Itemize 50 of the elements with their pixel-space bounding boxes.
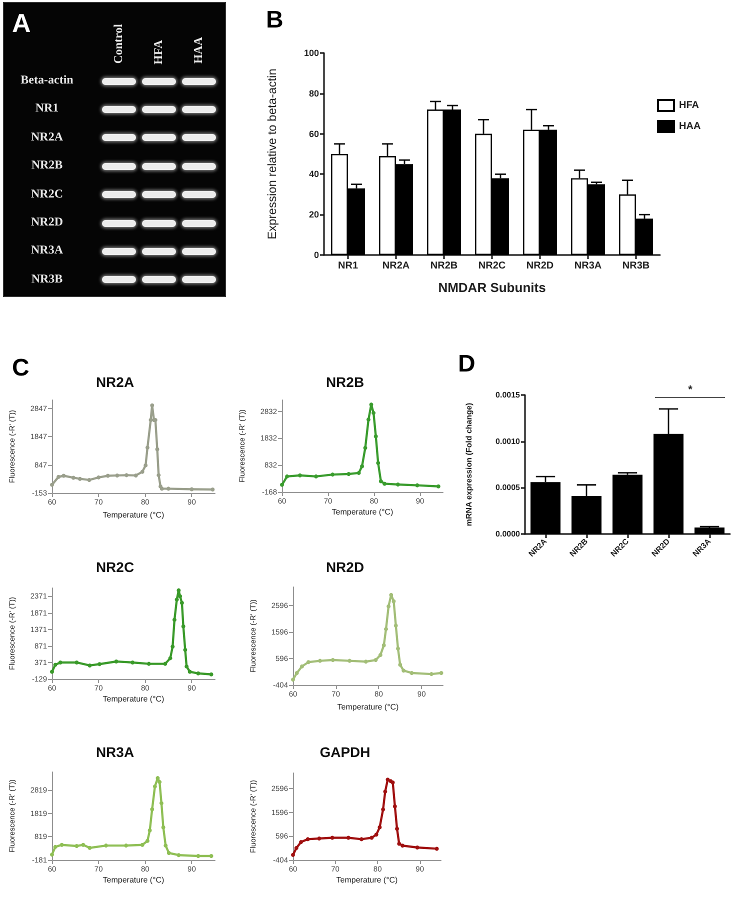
chart-title: NR2C — [96, 559, 134, 575]
x-tick-label: NR2B — [430, 260, 458, 272]
x-axis-title: Temperature (°C) — [332, 508, 394, 516]
text: C — [12, 354, 30, 382]
y-axis-title: mRNA expression (Fold change) — [464, 402, 474, 526]
y-tick-label: 0.0015 — [496, 390, 521, 400]
chart-title: NR3A — [96, 744, 134, 760]
x-axis-title: Temperature (°C) — [102, 876, 165, 884]
x-tick-label: NR3A — [574, 260, 602, 272]
chart-title: NR2B — [326, 374, 364, 390]
chart-title: GAPDH — [320, 744, 370, 760]
category-label: NR2C — [31, 186, 63, 200]
annotation: * — [688, 384, 692, 396]
category-label: NR2A — [31, 129, 63, 144]
x-tick-label: NR2C — [478, 260, 506, 272]
x-axis-title: NMDAR Subunits — [438, 280, 546, 295]
category-label: HAA — [191, 37, 205, 64]
text: D — [458, 350, 476, 378]
x-tick-label: NR2D — [526, 260, 554, 272]
x-tick-label: NR1 — [338, 260, 358, 272]
chart-title: NR2D — [326, 559, 364, 575]
category-label: NR1 — [35, 100, 59, 115]
text: A — [12, 8, 31, 38]
x-axis-title: Temperature (°C) — [336, 876, 398, 884]
category-label: NR3B — [31, 271, 63, 286]
category-label: NR3A — [31, 242, 63, 257]
legend-label: HAA — [679, 121, 701, 132]
category-label: NR2D — [31, 214, 63, 228]
y-axis-title: Expression relative to beta-actin — [265, 68, 279, 240]
y-tick-label: 80 — [308, 88, 319, 98]
category-label: Beta-actin — [20, 72, 74, 86]
y-tick-label: 0.0010 — [496, 436, 521, 446]
legend-label: HFA — [679, 100, 699, 111]
y-tick-label: 40 — [308, 169, 319, 180]
x-axis-title: Temperature (°C) — [102, 694, 165, 704]
y-tick-label: 0.0005 — [496, 483, 521, 492]
category-label: HFA — [151, 40, 165, 64]
chart-title: NR2A — [96, 374, 134, 390]
x-axis-title: Temperature (°C) — [337, 702, 400, 712]
text: B — [266, 6, 284, 34]
y-tick-label: 20 — [308, 210, 319, 220]
x-tick-label: NR3B — [622, 260, 650, 272]
category-label: NR2B — [31, 158, 63, 172]
y-tick-label: 60 — [308, 128, 319, 139]
x-tick-label: NR2A — [382, 260, 410, 272]
y-tick-label: 0.0000 — [496, 530, 521, 538]
y-tick-label: 0 — [314, 250, 319, 260]
y-tick-label: 100 — [304, 48, 319, 58]
x-axis-title: Temperature (°C) — [102, 510, 165, 520]
category-label: Control — [111, 24, 125, 64]
